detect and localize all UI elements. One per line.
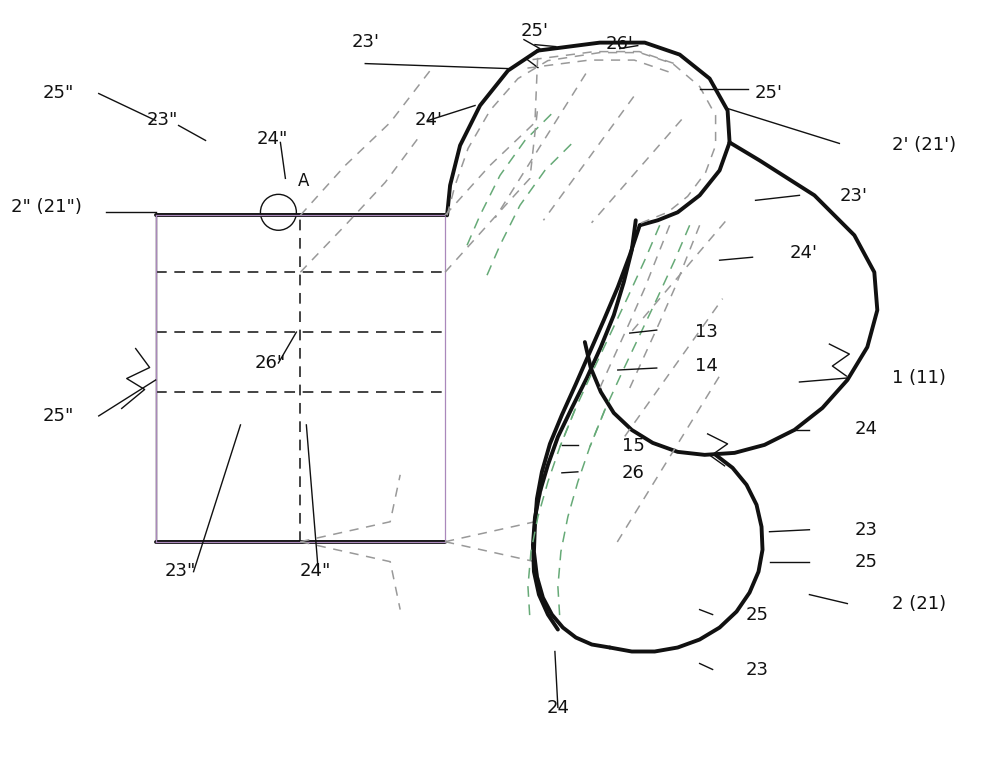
Text: 23: 23 bbox=[746, 660, 769, 679]
Text: 25': 25' bbox=[755, 84, 783, 103]
Text: 25: 25 bbox=[854, 553, 877, 571]
Text: 25': 25' bbox=[521, 22, 549, 40]
Text: 24: 24 bbox=[546, 698, 569, 717]
Text: 24: 24 bbox=[854, 420, 877, 439]
Text: 24": 24" bbox=[257, 130, 288, 147]
Text: 2 (21): 2 (21) bbox=[892, 595, 946, 613]
Text: 2' (21'): 2' (21') bbox=[892, 136, 956, 154]
Text: 23": 23" bbox=[147, 111, 178, 128]
Text: 26: 26 bbox=[622, 464, 645, 482]
Text: 23': 23' bbox=[839, 187, 867, 204]
Text: A: A bbox=[298, 173, 310, 190]
Text: 1 (11): 1 (11) bbox=[892, 369, 946, 387]
Text: 14: 14 bbox=[695, 357, 718, 375]
Text: 25": 25" bbox=[43, 84, 74, 103]
Text: 25": 25" bbox=[43, 407, 74, 425]
Text: 2" (21"): 2" (21") bbox=[11, 198, 82, 216]
Text: 23': 23' bbox=[351, 33, 379, 52]
Text: 13: 13 bbox=[695, 323, 718, 341]
Text: 26': 26' bbox=[606, 35, 634, 53]
Text: 23: 23 bbox=[854, 521, 877, 539]
Text: 26": 26" bbox=[255, 353, 286, 372]
Text: 24': 24' bbox=[414, 111, 442, 128]
Text: 25: 25 bbox=[746, 606, 769, 624]
Text: 23": 23" bbox=[165, 562, 196, 580]
Text: 24": 24" bbox=[300, 562, 331, 580]
Text: 15: 15 bbox=[622, 437, 645, 455]
Text: 24': 24' bbox=[789, 243, 817, 261]
